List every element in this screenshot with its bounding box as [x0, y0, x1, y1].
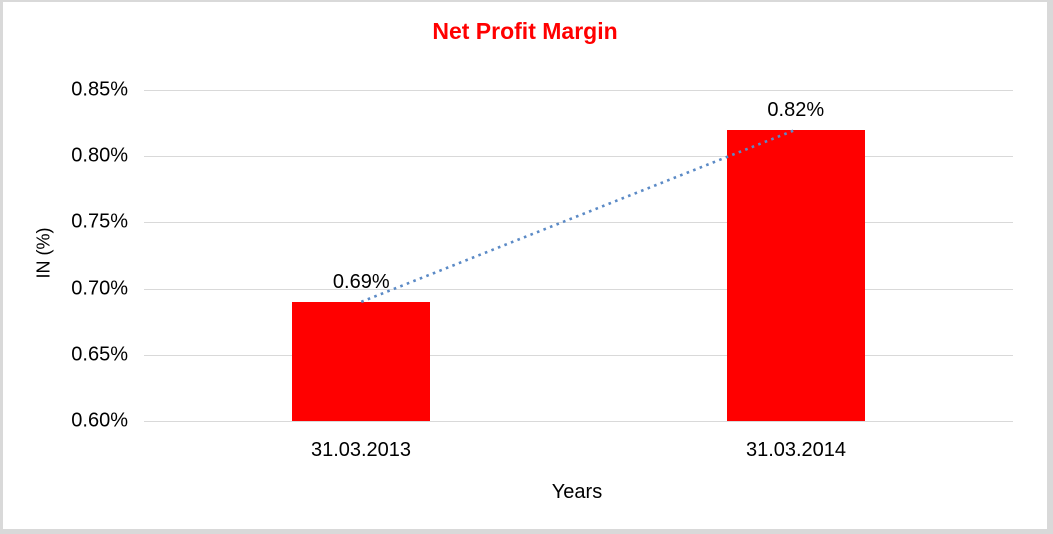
- y-tick-label: 0.85%: [71, 78, 128, 101]
- y-tick-label: 0.60%: [71, 409, 128, 432]
- trendline: [360, 128, 797, 304]
- gridline: [144, 90, 1013, 91]
- x-axis-title: Years: [551, 481, 603, 503]
- y-tick-label: 0.65%: [71, 343, 128, 366]
- y-tick-label: 0.80%: [71, 144, 128, 167]
- bar-2014: [726, 130, 865, 421]
- bar-2013: [292, 302, 431, 421]
- y-tick-label: 0.70%: [71, 277, 128, 300]
- x-tick-label-2014: 31.03.2014: [745, 439, 847, 461]
- data-label-2014: 0.82%: [767, 99, 825, 121]
- gridline: [144, 288, 1013, 290]
- data-label-2013: 0.69%: [332, 271, 390, 293]
- gridline: [144, 156, 1013, 158]
- chart-title: Net Profit Margin: [432, 18, 618, 44]
- gridline: [144, 421, 1013, 422]
- gridline: [144, 354, 1013, 356]
- y-axis-title: IN (%): [33, 227, 54, 279]
- x-tick-label-2013: 31.03.2013: [310, 439, 412, 461]
- plot-area: 0.69% 0.82%: [144, 90, 1013, 422]
- gridline: [144, 222, 1013, 224]
- y-tick-label: 0.75%: [71, 210, 128, 233]
